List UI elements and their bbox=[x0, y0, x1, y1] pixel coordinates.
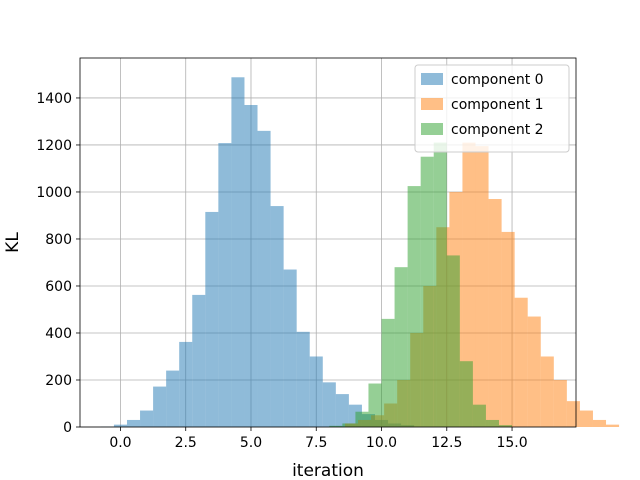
x-tick-label: 10.0 bbox=[366, 435, 397, 451]
histogram-bar bbox=[368, 383, 382, 427]
y-tick-label: 1000 bbox=[36, 185, 72, 201]
histogram-bar bbox=[472, 404, 486, 427]
x-axis-label: iteration bbox=[292, 461, 364, 480]
histogram-bar bbox=[296, 331, 310, 427]
histogram-bar bbox=[446, 255, 460, 427]
x-tick-label: 2.5 bbox=[175, 435, 197, 451]
y-tick-label: 0 bbox=[63, 420, 72, 436]
histogram-bar bbox=[433, 142, 447, 428]
histogram-bar bbox=[407, 186, 421, 427]
legend-box bbox=[414, 64, 570, 153]
histogram-bar bbox=[179, 341, 193, 427]
histogram-bar bbox=[488, 199, 502, 427]
histogram-bar bbox=[498, 425, 513, 427]
histogram-bar bbox=[485, 419, 499, 427]
series-2-bars bbox=[329, 142, 513, 428]
x-tick-label: 12.5 bbox=[431, 435, 462, 451]
histogram-bar bbox=[475, 146, 489, 427]
legend-label: component 1 bbox=[451, 97, 544, 113]
histogram-bar bbox=[126, 419, 141, 427]
y-axis-ticks: 0 200 400 600 800 1000 1200 1400 bbox=[36, 91, 80, 436]
histogram-bar bbox=[322, 382, 336, 427]
y-tick-label: 1200 bbox=[36, 138, 72, 154]
plot-frame bbox=[79, 57, 577, 428]
histogram-bar bbox=[192, 294, 206, 427]
legend-swatch bbox=[421, 123, 443, 135]
histogram-bar bbox=[553, 379, 567, 427]
histogram-bar bbox=[342, 423, 356, 427]
histogram-bar bbox=[283, 269, 297, 427]
y-axis-label: KL bbox=[3, 232, 23, 253]
histogram-bar bbox=[153, 386, 167, 427]
histogram-bar bbox=[566, 401, 580, 427]
legend: component 0 component 1 component 2 bbox=[414, 64, 570, 153]
histogram-bar bbox=[606, 424, 620, 427]
histogram-bar bbox=[420, 156, 434, 427]
histogram-bar bbox=[218, 143, 232, 427]
histogram-bar bbox=[166, 370, 180, 427]
histogram-bar bbox=[462, 142, 476, 428]
histogram-bar bbox=[514, 297, 528, 427]
histogram-bar bbox=[501, 231, 515, 427]
histogram-bar bbox=[309, 356, 323, 427]
histogram-bar bbox=[329, 425, 343, 427]
histogram-bar bbox=[244, 105, 258, 427]
y-tick-label: 1400 bbox=[36, 91, 72, 107]
x-tick-label: 7.5 bbox=[305, 435, 327, 451]
histogram-bars bbox=[100, 77, 620, 428]
histogram-bar bbox=[592, 419, 607, 427]
histogram-bar bbox=[355, 411, 369, 427]
legend-swatch bbox=[421, 98, 443, 110]
histogram-bar bbox=[381, 318, 395, 427]
legend-label: component 0 bbox=[451, 72, 544, 88]
histogram-bar bbox=[270, 206, 284, 427]
x-tick-label: 15.0 bbox=[496, 435, 527, 451]
histogram-bar bbox=[113, 424, 127, 427]
histogram-bar bbox=[459, 361, 473, 427]
histogram-bar bbox=[540, 356, 554, 427]
series-0-bars bbox=[100, 77, 415, 428]
y-tick-label: 600 bbox=[45, 279, 72, 295]
histogram-bar bbox=[205, 211, 219, 427]
y-tick-label: 800 bbox=[45, 232, 72, 248]
histogram-bar bbox=[394, 267, 408, 427]
legend-swatch bbox=[421, 73, 443, 85]
y-tick-label: 400 bbox=[45, 326, 72, 342]
x-axis-ticks: 0.0 2.5 5.0 7.5 10.0 12.5 15.0 bbox=[109, 427, 528, 451]
histogram-bar bbox=[335, 394, 349, 427]
histogram-bar bbox=[231, 77, 245, 427]
y-tick-label: 200 bbox=[45, 373, 72, 389]
legend-label: component 2 bbox=[451, 122, 544, 138]
histogram-bar bbox=[257, 130, 271, 428]
x-tick-label: 5.0 bbox=[240, 435, 262, 451]
histogram-bar bbox=[140, 410, 154, 427]
histogram-bar bbox=[527, 316, 541, 427]
histogram-bar bbox=[579, 410, 593, 427]
x-tick-label: 0.0 bbox=[109, 435, 131, 451]
